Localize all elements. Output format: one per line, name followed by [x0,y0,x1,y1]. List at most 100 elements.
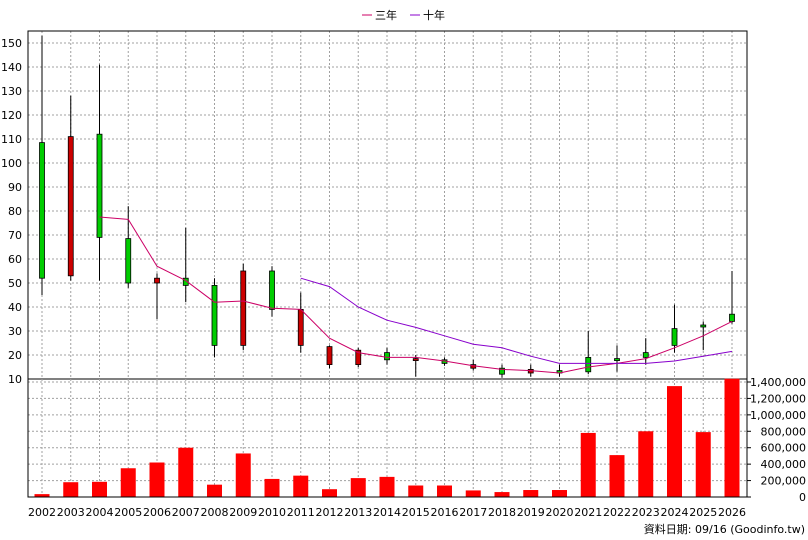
volume-bar [437,485,452,497]
year-tick-label: 2026 [718,506,746,519]
volume-bar [63,482,79,497]
price-tick-label: 150 [1,37,22,50]
x-axis: 2002 2003 2004 2005 2006 2007 2008 2009 2010 2011… [28,506,746,519]
year-tick-label: 2005 [114,506,142,519]
year-tick-label: 2015 [402,506,430,519]
volume-bar [494,492,510,497]
candle-body [240,270,247,346]
volume-bar [667,386,682,497]
candle-body [154,277,160,284]
legend: 三年 十年 [362,8,445,22]
year-tick-label: 2009 [229,506,257,519]
volume-bar [322,489,337,497]
candle-body [96,133,103,238]
year-tick-label: 2016 [431,506,459,519]
candle-body [355,349,362,366]
volume-bar [178,447,194,497]
moving-average-lines [99,216,733,374]
series-line-三年 [99,216,733,374]
volume-bar [235,453,251,497]
candle-body [182,277,189,286]
candle-body [125,238,132,284]
year-tick-label: 2014 [373,506,401,519]
grid [28,31,747,497]
candle-body [729,313,735,322]
volume-bars [34,378,740,497]
volume-bar [149,462,165,497]
volume-bar [638,431,654,497]
price-tick-label: 50 [8,277,22,290]
year-tick-label: 2020 [546,506,574,519]
year-tick-label: 2018 [488,506,516,519]
volume-bar [523,490,539,497]
year-tick-label: 2023 [632,506,660,519]
volume-bar [264,478,280,497]
price-tick-label: 130 [1,85,22,98]
candle-body [412,358,419,362]
volume-bar [609,455,625,497]
volume-axis: 0 200,000 400,000 600,000 800,000 1,000,000 1,… [747,376,806,504]
year-tick-label: 2004 [86,506,114,519]
volume-bar [552,490,567,497]
candle-body [211,284,218,346]
price-tick-label: 90 [8,181,22,194]
candle-body [642,352,649,358]
year-tick-label: 2024 [661,506,689,519]
volume-tick-label: 800,000 [761,425,807,438]
year-tick-label: 2019 [517,506,545,519]
price-tick-label: 20 [8,349,22,362]
volume-bar [724,378,740,497]
candle-body [39,142,45,279]
year-tick-label: 2017 [459,506,487,519]
price-tick-label: 10 [8,373,22,386]
candle-body [326,346,333,366]
price-tick-label: 110 [1,133,22,146]
candle-body [499,367,505,375]
year-tick-label: 2006 [143,506,171,519]
price-tick-label: 80 [8,205,22,218]
price-tick-label: 100 [1,157,22,170]
price-tick-label: 70 [8,229,22,242]
year-tick-label: 2011 [287,506,315,519]
volume-bar [695,432,711,497]
candlesticks [39,35,735,378]
year-tick-label: 2022 [603,506,631,519]
candle-body [585,356,592,373]
candle-body [384,352,390,361]
series-line-十年 [300,277,733,364]
candle-body [297,308,304,346]
volume-tick-label: 1,400,000 [750,376,806,389]
volume-tick-label: 400,000 [761,458,807,471]
volume-bar [120,468,136,497]
volume-tick-label: 0 [799,491,806,504]
year-tick-label: 2025 [689,506,717,519]
volume-bar [207,484,222,497]
year-tick-label: 2010 [258,506,286,519]
year-tick-label: 2008 [201,506,229,519]
price-tick-label: 120 [1,109,22,122]
volume-bar [379,476,395,497]
price-tick-label: 140 [1,61,22,74]
year-tick-label: 2013 [344,506,372,519]
price-axis: 10 20 30 40 50 60 70 80 90 100 110 120 130 140 150 [1,37,22,386]
candle-body [671,328,678,346]
volume-bar [92,481,107,497]
volume-bar [293,475,309,497]
candle-body [67,136,74,277]
price-tick-label: 60 [8,253,22,266]
year-tick-label: 2021 [574,506,602,519]
candle-body [700,324,707,328]
volume-bar [34,494,50,497]
volume-tick-label: 1,200,000 [750,392,806,405]
data-date-label: 資料日期: 09/16 (Goodinfo.tw) [644,522,805,536]
plot-frame [27,30,748,498]
candle-body [614,358,620,362]
volume-bar [350,478,366,497]
volume-tick-label: 600,000 [761,442,807,455]
volume-tick-label: 1,000,000 [750,409,806,422]
candle-body [269,270,275,310]
volume-bar [580,432,596,497]
legend-label: 十年 [423,8,445,22]
year-tick-label: 2007 [172,506,200,519]
